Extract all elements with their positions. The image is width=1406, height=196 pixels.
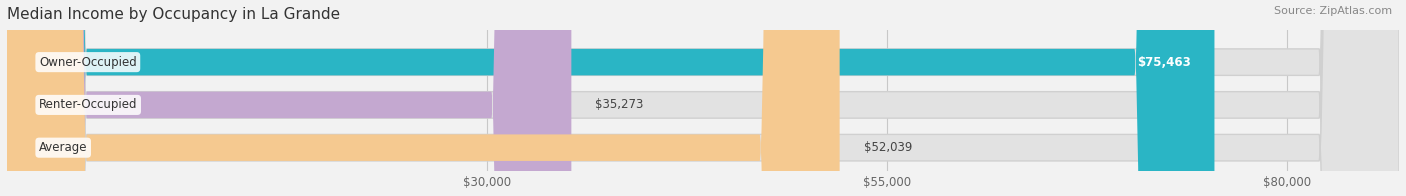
FancyBboxPatch shape bbox=[7, 0, 571, 196]
FancyBboxPatch shape bbox=[7, 0, 1399, 196]
FancyBboxPatch shape bbox=[7, 0, 839, 196]
FancyBboxPatch shape bbox=[7, 0, 1399, 196]
Text: $52,039: $52,039 bbox=[863, 141, 912, 154]
Text: Source: ZipAtlas.com: Source: ZipAtlas.com bbox=[1274, 6, 1392, 16]
Text: Median Income by Occupancy in La Grande: Median Income by Occupancy in La Grande bbox=[7, 7, 340, 22]
Text: Renter-Occupied: Renter-Occupied bbox=[39, 98, 138, 111]
Text: $35,273: $35,273 bbox=[595, 98, 644, 111]
FancyBboxPatch shape bbox=[7, 0, 1399, 196]
FancyBboxPatch shape bbox=[7, 0, 1215, 196]
Text: Owner-Occupied: Owner-Occupied bbox=[39, 56, 136, 69]
Text: $75,463: $75,463 bbox=[1136, 56, 1191, 69]
Text: Average: Average bbox=[39, 141, 87, 154]
